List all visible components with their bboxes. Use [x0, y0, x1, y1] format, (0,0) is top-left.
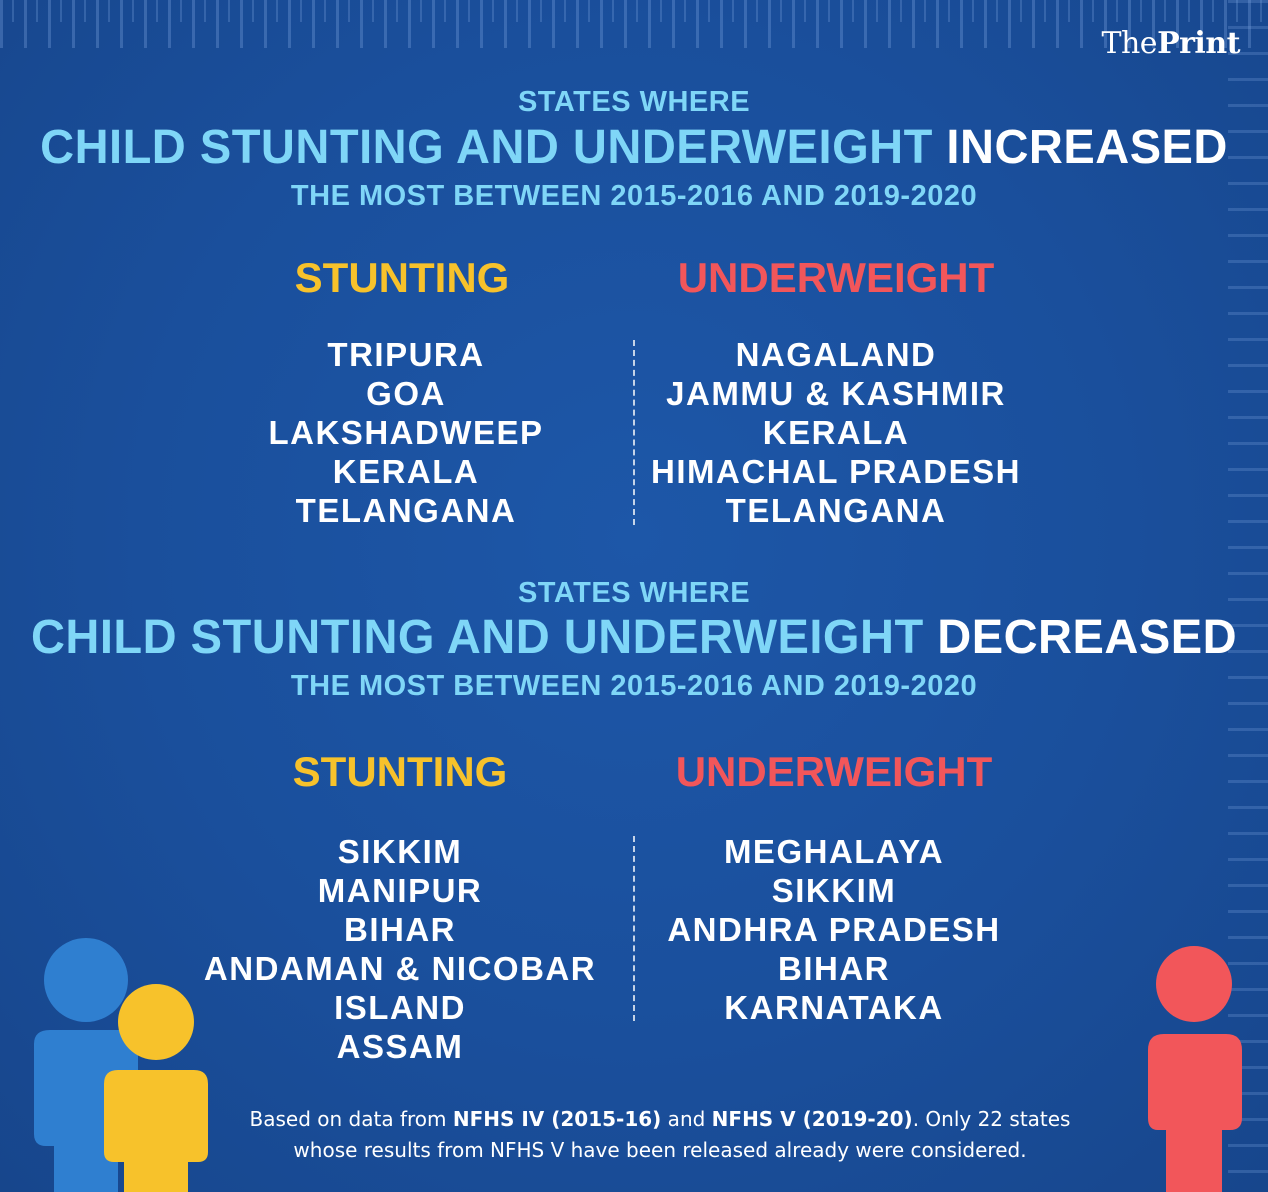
decreased-divider — [633, 836, 635, 1021]
increased-subtitle: THE MOST BETWEEN 2015-2016 AND 2019-2020 — [290, 180, 978, 212]
state-list-item: MEGHALAYA — [723, 833, 945, 870]
state-list-item: SIKKIM — [337, 833, 463, 870]
increased-underweight-heading: UNDERWEIGHT — [677, 254, 995, 301]
decreased-underweight-list: MEGHALAYA SIKKIM ANDHRA PRADESH BIHAR KARNAT… — [614, 832, 1054, 1027]
state-list-item: JAMMU & KASHMIR — [666, 375, 1006, 412]
state-list-item: ANDAMAN & NICOBAR ISLAND — [203, 950, 597, 1026]
state-list-item: MANIPUR — [317, 872, 483, 909]
state-list-item: KERALA — [332, 453, 480, 490]
increased-kicker: STATES WHERE — [517, 86, 751, 118]
increased-stunting-list: TRIPURA GOA LAKSHADWEEP KERALA TELANGANA — [186, 335, 626, 530]
state-list-item: GOA — [366, 375, 446, 412]
decreased-title-accent: DECREASED — [937, 611, 1238, 664]
state-list-item: KERALA — [762, 414, 910, 451]
decreased-title: CHILD STUNTING AND UNDERWEIGHT DECREASED — [30, 611, 1238, 664]
footnote: Based on data from NFHS IV (2015-16) and… — [249, 1107, 1071, 1162]
decreased-underweight-heading: UNDERWEIGHT — [675, 748, 993, 795]
decreased-kicker: STATES WHERE — [517, 577, 751, 609]
child-figure-red-icon — [1148, 946, 1242, 1192]
state-list-item: TRIPURA — [327, 336, 485, 373]
state-list-item: SIKKIM — [771, 872, 897, 909]
increased-title: CHILD STUNTING AND UNDERWEIGHT INCREASED — [40, 121, 1228, 174]
state-list-item: ANDHRA PRADESH — [667, 911, 1001, 948]
decreased-subtitle: THE MOST BETWEEN 2015-2016 AND 2019-2020 — [290, 670, 978, 702]
increased-divider — [633, 340, 635, 525]
state-list-item: HIMACHAL PRADESH — [651, 453, 1021, 490]
state-list-item: TELANGANA — [295, 492, 517, 529]
increased-stunting-heading: STUNTING — [294, 254, 510, 301]
state-list-item: ASSAM — [336, 1028, 464, 1065]
decreased-stunting-list: SIKKIM MANIPUR BIHAR ANDAMAN & NICOBAR ISLA… — [180, 832, 620, 1066]
state-list-item: TELANGANA — [725, 492, 947, 529]
brand-logo: ThePrint — [1101, 26, 1240, 61]
increased-underweight-list: NAGALAND JAMMU & KASHMIR KERALA HIMACHAL PR… — [616, 335, 1056, 530]
state-list-item: NAGALAND — [735, 336, 937, 373]
child-figure-icon — [104, 984, 208, 1192]
increased-title-accent: INCREASED — [946, 121, 1228, 174]
decreased-stunting-heading: STUNTING — [292, 748, 508, 795]
state-list-item: BIHAR — [344, 911, 456, 948]
state-list-item: BIHAR — [778, 950, 890, 987]
ruler-top-decoration — [0, 0, 1268, 48]
state-list-item: LAKSHADWEEP — [268, 414, 544, 451]
state-list-item: KARNATAKA — [724, 989, 944, 1026]
ruler-right-decoration — [1228, 0, 1268, 1192]
